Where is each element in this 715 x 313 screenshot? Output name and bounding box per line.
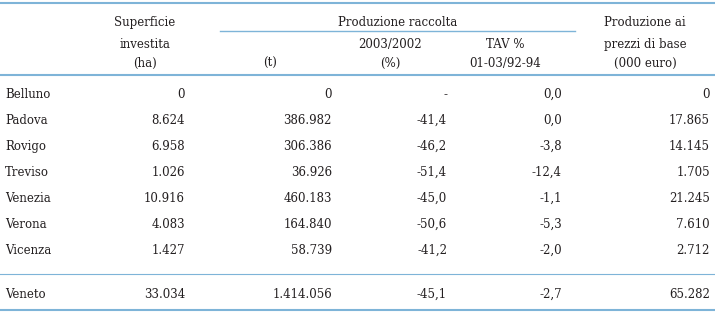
- Text: 4.083: 4.083: [152, 218, 185, 231]
- Text: 0: 0: [177, 88, 185, 101]
- Text: -2,7: -2,7: [539, 288, 562, 301]
- Text: (000 euro): (000 euro): [613, 57, 676, 70]
- Text: -41,4: -41,4: [417, 114, 447, 127]
- Text: 2003/2002: 2003/2002: [358, 38, 422, 51]
- Text: -51,4: -51,4: [417, 166, 447, 179]
- Text: 0,0: 0,0: [543, 114, 562, 127]
- Text: Produzione raccolta: Produzione raccolta: [338, 16, 457, 29]
- Text: 386.982: 386.982: [284, 114, 332, 127]
- Text: 1.026: 1.026: [152, 166, 185, 179]
- Text: 0: 0: [703, 88, 710, 101]
- Text: 8.624: 8.624: [152, 114, 185, 127]
- Text: -45,0: -45,0: [417, 192, 447, 205]
- Text: Belluno: Belluno: [5, 88, 50, 101]
- Text: 2.712: 2.712: [676, 244, 710, 257]
- Text: -41,2: -41,2: [417, 244, 447, 257]
- Text: 65.282: 65.282: [669, 288, 710, 301]
- Text: Padova: Padova: [5, 114, 48, 127]
- Text: 33.034: 33.034: [144, 288, 185, 301]
- Text: 7.610: 7.610: [676, 218, 710, 231]
- Text: (ha): (ha): [133, 57, 157, 70]
- Text: -50,6: -50,6: [417, 218, 447, 231]
- Text: 01-03/92-94: 01-03/92-94: [469, 57, 541, 70]
- Text: 10.916: 10.916: [144, 192, 185, 205]
- Text: Vicenza: Vicenza: [5, 244, 51, 257]
- Text: TAV %: TAV %: [485, 38, 524, 51]
- Text: 6.958: 6.958: [152, 140, 185, 153]
- Text: -2,0: -2,0: [539, 244, 562, 257]
- Text: Veneto: Veneto: [5, 288, 46, 301]
- Text: investita: investita: [119, 38, 170, 51]
- Text: Superficie: Superficie: [114, 16, 176, 29]
- Text: 306.386: 306.386: [283, 140, 332, 153]
- Text: 36.926: 36.926: [291, 166, 332, 179]
- Text: Produzione ai: Produzione ai: [604, 16, 686, 29]
- Text: 58.739: 58.739: [291, 244, 332, 257]
- Text: 460.183: 460.183: [284, 192, 332, 205]
- Text: 164.840: 164.840: [284, 218, 332, 231]
- Text: -12,4: -12,4: [532, 166, 562, 179]
- Text: -5,3: -5,3: [539, 218, 562, 231]
- Text: -: -: [443, 88, 447, 101]
- Text: -45,1: -45,1: [417, 288, 447, 301]
- Text: Venezia: Venezia: [5, 192, 51, 205]
- Text: -1,1: -1,1: [540, 192, 562, 205]
- Text: 0,0: 0,0: [543, 88, 562, 101]
- Text: Rovigo: Rovigo: [5, 140, 46, 153]
- Text: 1.427: 1.427: [152, 244, 185, 257]
- Text: prezzi di base: prezzi di base: [603, 38, 686, 51]
- Text: (%): (%): [380, 57, 400, 70]
- Text: 17.865: 17.865: [669, 114, 710, 127]
- Text: -3,8: -3,8: [539, 140, 562, 153]
- Text: (t): (t): [263, 57, 277, 70]
- Text: Treviso: Treviso: [5, 166, 49, 179]
- Text: 1.705: 1.705: [676, 166, 710, 179]
- Text: 21.245: 21.245: [669, 192, 710, 205]
- Text: 14.145: 14.145: [669, 140, 710, 153]
- Text: 1.414.056: 1.414.056: [272, 288, 332, 301]
- Text: 0: 0: [325, 88, 332, 101]
- Text: Verona: Verona: [5, 218, 46, 231]
- Text: -46,2: -46,2: [417, 140, 447, 153]
